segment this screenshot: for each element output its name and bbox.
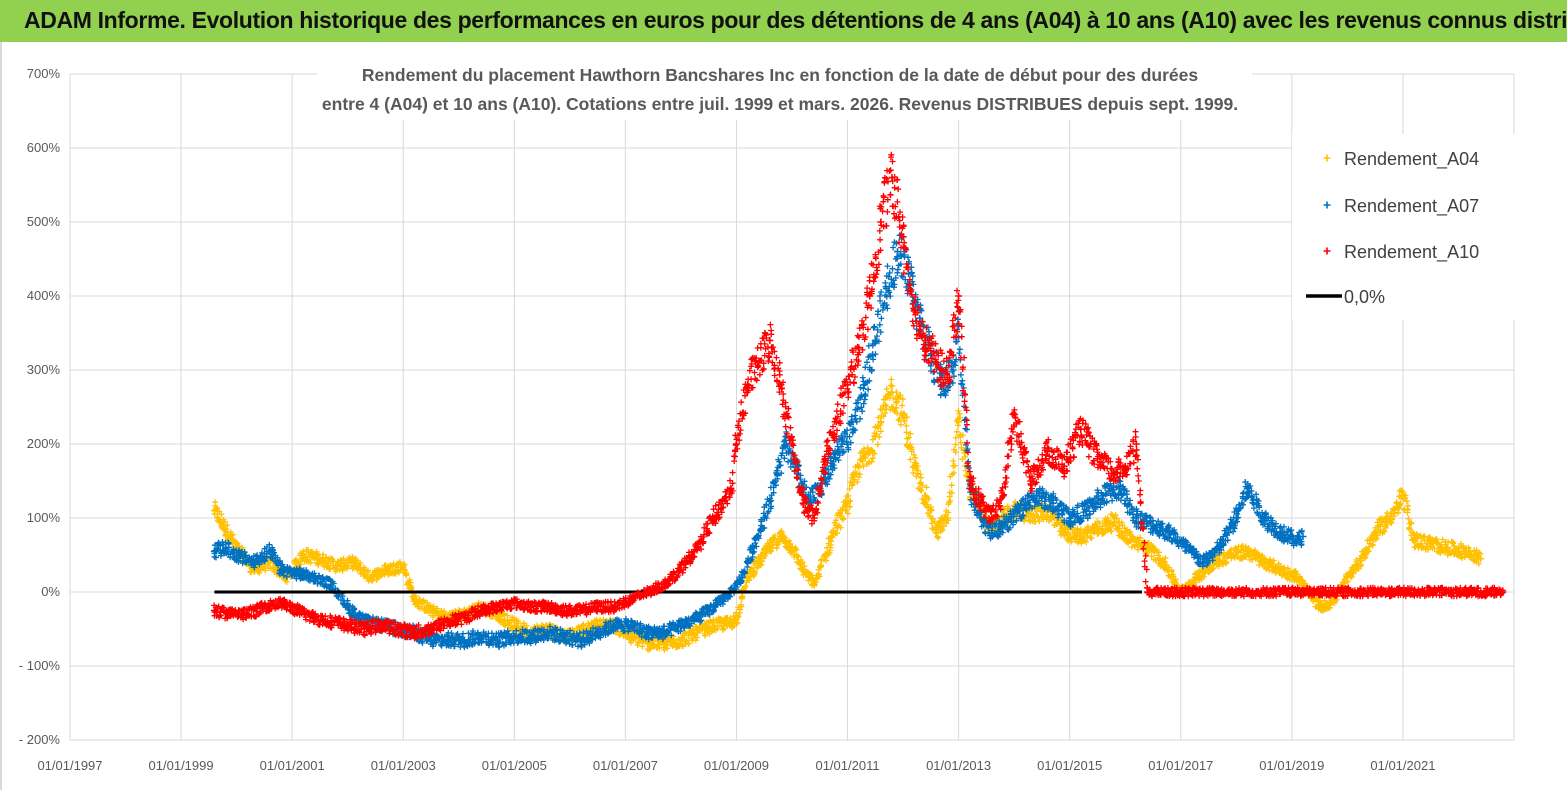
x-tick-label: 01/01/2021: [1370, 758, 1435, 773]
y-tick-label: - 100%: [19, 658, 61, 673]
chart-area: 700% 600% 500% 400% 300% 200% 100% 0% - 100% - 20…: [0, 42, 1567, 790]
data-point: [1049, 499, 1057, 507]
x-tick-label: 01/01/2001: [260, 758, 325, 773]
series-rendement-a07: [210, 232, 1307, 651]
y-tick-label: 300%: [27, 362, 61, 377]
y-tick-label: 600%: [27, 140, 61, 155]
x-tick-label: 01/01/2013: [926, 758, 991, 773]
chart-title-block: Rendement du placement Hawthorn Bancshar…: [317, 56, 1252, 120]
legend-label: 0,0%: [1344, 287, 1385, 307]
y-tick-label: 400%: [27, 288, 61, 303]
y-tick-label: 0%: [41, 584, 60, 599]
series-markers: [211, 232, 1305, 651]
chart-title-line-2: entre 4 (A04) et 10 ans (A10). Cotations…: [322, 94, 1238, 114]
x-tick-label: 01/01/2019: [1259, 758, 1324, 773]
x-tick-label: 01/01/1997: [37, 758, 102, 773]
x-tick-label: 01/01/2005: [482, 758, 547, 773]
report-title: ADAM Informe. Evolution historique des p…: [24, 7, 1567, 33]
x-tick-label: 01/01/1999: [149, 758, 214, 773]
rendement-chart: 700% 600% 500% 400% 300% 200% 100% 0% - 100% - 20…: [19, 56, 1522, 773]
y-tick-label: 100%: [27, 510, 61, 525]
legend-label: Rendement_A10: [1344, 242, 1479, 263]
y-tick-label: 500%: [27, 214, 61, 229]
x-tick-label: 01/01/2003: [371, 758, 436, 773]
x-tick-label: 01/01/2009: [704, 758, 769, 773]
report-header: ADAM Informe. Evolution historique des p…: [0, 0, 1567, 42]
legend: Rendement_A04 Rendement_A07 Rendement_A10 0…: [1292, 134, 1522, 320]
legend-label: Rendement_A04: [1344, 149, 1479, 170]
chart-title-line-1: Rendement du placement Hawthorn Bancshar…: [362, 65, 1199, 85]
data-point: [916, 314, 924, 322]
x-tick-label: 01/01/2015: [1037, 758, 1102, 773]
x-tick-label: 01/01/2011: [815, 758, 879, 773]
x-tick-label: 01/01/2017: [1148, 758, 1213, 773]
series-rendement-a10: [210, 151, 1507, 642]
series-layer: [210, 151, 1507, 653]
y-tick-label: 700%: [27, 66, 61, 81]
y-tick-label: 200%: [27, 436, 61, 451]
legend-label: Rendement_A07: [1344, 196, 1479, 217]
x-tick-label: 01/01/2007: [593, 758, 658, 773]
y-tick-label: - 200%: [19, 732, 61, 747]
axis-ticks: 700% 600% 500% 400% 300% 200% 100% 0% - 100% - 20…: [19, 66, 1436, 773]
